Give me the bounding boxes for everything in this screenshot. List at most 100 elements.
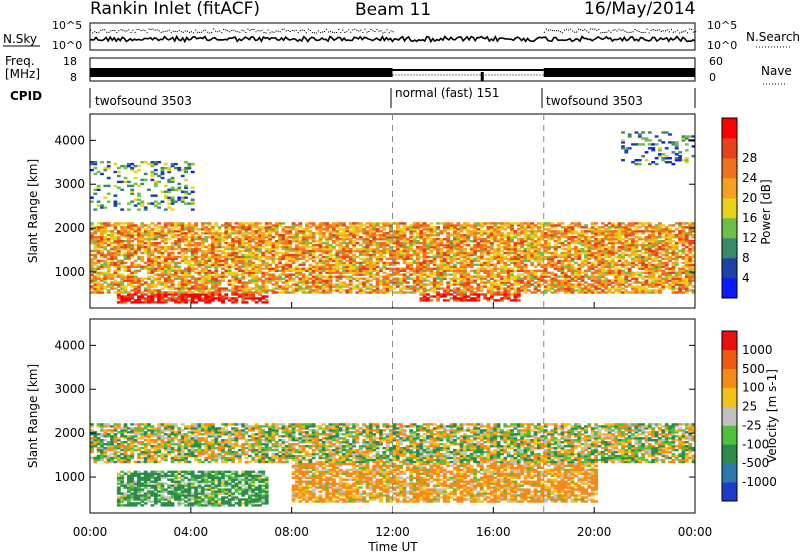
power-cell (130, 244, 134, 246)
power-cell (144, 179, 148, 181)
power-cell (167, 167, 171, 169)
power-cell (456, 278, 460, 280)
power-cell (426, 224, 430, 226)
power-cell (100, 222, 104, 224)
power-cell (100, 260, 104, 262)
power-cell (298, 222, 302, 224)
power-cell (272, 287, 276, 289)
power-cell (107, 283, 111, 285)
power-cell (174, 256, 178, 258)
power-cell (379, 289, 383, 291)
nave-tick-bottom: 0 (709, 71, 716, 84)
power-cell (524, 281, 528, 283)
power-cell (466, 222, 470, 224)
power-cell (288, 236, 292, 238)
power-cell (140, 278, 144, 280)
power-cell (228, 264, 232, 266)
power-cell (228, 222, 232, 224)
power-cell (443, 252, 447, 254)
power-cell (376, 238, 380, 240)
power-cell (268, 222, 272, 224)
power-cell (97, 204, 101, 206)
power-cell (124, 226, 128, 228)
power-cell (554, 224, 558, 226)
power-cell (177, 167, 181, 169)
power-cell (621, 287, 625, 289)
power-cell (275, 264, 279, 266)
power-cell (97, 236, 101, 238)
power-cell (601, 280, 605, 282)
station-title: Rankin Inlet (fitACF) (90, 0, 260, 19)
power-cell (369, 254, 373, 256)
power-cell (278, 222, 282, 224)
power-cell (540, 252, 544, 254)
power-cell (171, 242, 175, 244)
power-cell (208, 287, 212, 289)
power-cell (100, 161, 104, 163)
power-cell (278, 266, 282, 268)
power-cell (554, 240, 558, 242)
power-cell (100, 272, 104, 274)
power-cell (601, 238, 605, 240)
power-cell (440, 293, 444, 295)
power-cell (352, 278, 356, 280)
power-cell (161, 226, 165, 228)
power-cell (369, 222, 373, 224)
power-cell (181, 248, 185, 250)
power-cell (547, 272, 551, 274)
power-cell (255, 301, 259, 303)
power-cell (534, 240, 538, 242)
power-cell (292, 283, 296, 285)
power-cell (393, 287, 397, 289)
power-cell (322, 232, 326, 234)
power-cell (641, 131, 645, 133)
power-cell (497, 226, 501, 228)
power-cell (174, 163, 178, 165)
power-cell (628, 262, 632, 264)
power-cell (134, 244, 138, 246)
power-cell (204, 246, 208, 248)
power-cell (460, 234, 464, 236)
power-cell (154, 278, 158, 280)
power-cell (144, 293, 148, 295)
power-cell (151, 171, 155, 173)
power-cell (238, 238, 242, 240)
power-cell (224, 252, 228, 254)
power-cell (315, 256, 319, 258)
power-cell (188, 163, 192, 165)
power-cell (345, 289, 349, 291)
power-cell (393, 268, 397, 270)
power-cell (628, 222, 632, 224)
power-cell (577, 222, 581, 224)
power-cell (359, 222, 363, 224)
power-cell (419, 291, 423, 293)
power-cell (319, 291, 323, 293)
power-cell (218, 226, 222, 228)
power-cell (167, 297, 171, 299)
power-cell (514, 276, 518, 278)
power-cell (251, 246, 255, 248)
power-cell (483, 268, 487, 270)
power-cell (93, 276, 97, 278)
power-cell (167, 189, 171, 191)
noise-panel: N.Sky 10^5 10^0 10^5 10^0 N.Search (3, 19, 800, 52)
power-cell (117, 230, 121, 232)
power-cell (450, 278, 454, 280)
power-cell (574, 262, 578, 264)
power-cell (594, 285, 598, 287)
power-cell (130, 163, 134, 165)
power-cell (97, 185, 101, 187)
power-cell (483, 276, 487, 278)
power-cell (446, 274, 450, 276)
power-cell (90, 291, 94, 293)
power-cell (228, 232, 232, 234)
cpid-segment-1: twofsound 3503 (95, 94, 192, 108)
power-cell (144, 224, 148, 226)
power-cell (157, 161, 161, 163)
power-cell (171, 266, 175, 268)
power-cell (406, 276, 410, 278)
power-cell (124, 266, 128, 268)
power-cell (419, 242, 423, 244)
power-cell (635, 226, 639, 228)
power-cell (584, 230, 588, 232)
